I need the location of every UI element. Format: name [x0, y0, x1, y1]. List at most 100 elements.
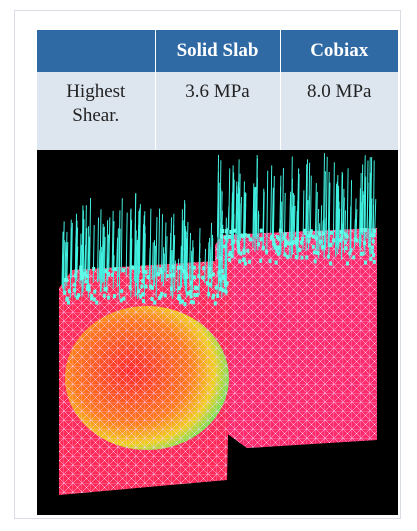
- arrow-head: [330, 243, 333, 247]
- arrow-head: [84, 280, 87, 284]
- arrow-head: [339, 238, 342, 242]
- arrow-head: [330, 231, 333, 235]
- arrow-head: [219, 256, 222, 260]
- arrow-head: [272, 241, 275, 245]
- arrow-head: [364, 228, 367, 232]
- arrow-head: [372, 253, 375, 257]
- arrow-head: [74, 273, 77, 277]
- arrow-head: [284, 232, 287, 236]
- arrow-head: [257, 242, 260, 246]
- arrow-head: [283, 236, 286, 240]
- arrow-head: [277, 237, 280, 241]
- arrow-head: [215, 286, 218, 290]
- arrow-head: [79, 267, 82, 271]
- arrow-head: [269, 259, 272, 263]
- arrow-head: [159, 294, 162, 298]
- arrow-head: [295, 255, 298, 259]
- arrow-head: [129, 285, 132, 289]
- arrow-head: [352, 255, 355, 259]
- column-header: Cobiax: [280, 30, 398, 72]
- arrow-head: [244, 262, 247, 266]
- arrow-head: [177, 266, 180, 270]
- arrow-head: [157, 272, 160, 276]
- arrow-head: [301, 237, 304, 241]
- arrow-head: [223, 244, 226, 248]
- arrow-head: [222, 274, 225, 278]
- arrow-head: [260, 237, 263, 241]
- arrow-head: [178, 286, 181, 290]
- arrow-head: [300, 241, 303, 245]
- arrow-head: [73, 288, 76, 292]
- arrow-head: [228, 235, 231, 239]
- arrow-head: [225, 290, 228, 294]
- arrow-head: [373, 229, 376, 233]
- arrow-head: [301, 256, 304, 260]
- cell: 3.6 MPa: [155, 72, 280, 156]
- header-row: Solid Slab Cobiax: [37, 30, 398, 72]
- arrow-head: [114, 267, 117, 271]
- arrow-head: [322, 232, 325, 236]
- arrow-head: [270, 236, 273, 240]
- arrow-head: [151, 297, 154, 301]
- arrow-head: [217, 271, 220, 275]
- arrow-head: [92, 267, 95, 271]
- arrow-head: [316, 251, 319, 255]
- fem-image: [37, 150, 398, 515]
- arrow-head: [201, 276, 204, 280]
- arrow-head: [120, 298, 123, 302]
- arrow-head: [208, 274, 211, 278]
- arrow-head: [111, 273, 114, 277]
- arrow-head: [346, 262, 349, 266]
- left-mesh: [59, 260, 232, 495]
- arrow-head: [327, 255, 330, 259]
- arrow-head: [295, 241, 298, 245]
- arrow-head: [371, 246, 374, 250]
- arrow-head: [319, 240, 322, 244]
- arrow-head: [305, 255, 308, 259]
- arrow-head: [219, 287, 222, 291]
- arrow-head: [349, 248, 352, 252]
- arrow-head: [244, 233, 247, 237]
- arrow-head: [372, 239, 375, 243]
- arrow-head: [259, 259, 262, 263]
- arrow-head: [140, 284, 143, 288]
- arrow-head: [225, 283, 228, 287]
- corner-cell: [37, 30, 155, 72]
- arrow-head: [224, 236, 227, 240]
- arrow-head: [295, 238, 298, 242]
- arrow-head: [329, 262, 332, 266]
- arrow-head: [307, 239, 310, 243]
- arrow-head: [363, 241, 366, 245]
- arrow-head: [172, 273, 175, 277]
- arrow-head: [228, 253, 231, 257]
- arrow-head: [189, 290, 192, 294]
- arrow-head: [241, 234, 244, 238]
- arrow-head: [120, 289, 123, 293]
- arrow-head: [313, 250, 316, 254]
- arrow-head: [310, 229, 313, 233]
- arrow-head: [303, 229, 306, 233]
- arrow-head: [105, 269, 108, 273]
- arrow-head: [183, 302, 186, 306]
- arrow-head: [239, 252, 242, 256]
- arrow-head: [147, 275, 150, 279]
- arrow-head: [222, 288, 225, 292]
- arrow-head: [86, 285, 89, 289]
- arrow-head: [95, 301, 98, 305]
- arrow-head: [93, 290, 96, 294]
- column-header: Solid Slab: [155, 30, 280, 72]
- arrow-head: [242, 258, 245, 262]
- arrow-head: [233, 229, 236, 233]
- arrow-head: [172, 265, 175, 269]
- arrow-head: [231, 254, 234, 258]
- arrow-head: [284, 243, 287, 247]
- arrow-head: [131, 265, 134, 269]
- arrow-head: [369, 233, 372, 237]
- arrow-head: [160, 270, 163, 274]
- arrow-head: [122, 268, 125, 272]
- arrow-head: [65, 278, 68, 282]
- arrow-head: [221, 229, 224, 233]
- arrow-head: [332, 238, 335, 242]
- arrow-head: [103, 294, 106, 298]
- arrow-head: [238, 259, 241, 263]
